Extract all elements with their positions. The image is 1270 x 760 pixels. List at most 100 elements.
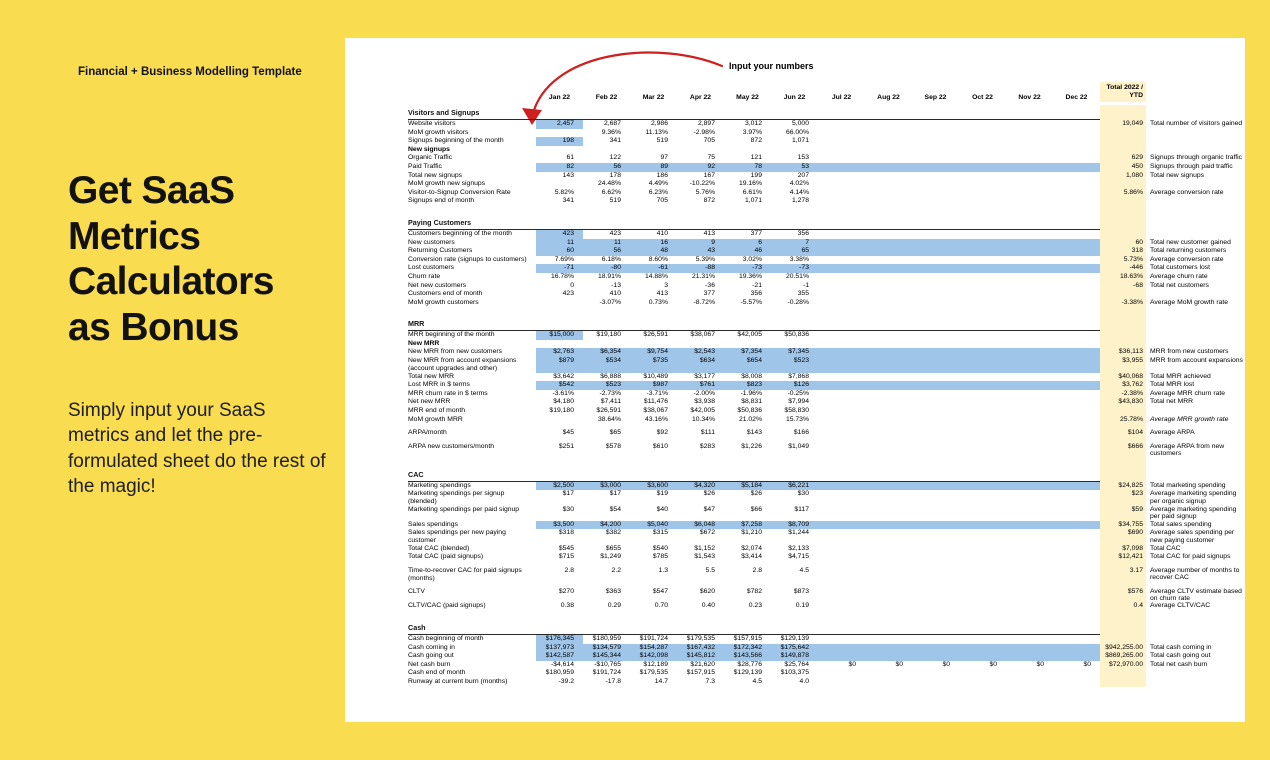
input-cell[interactable]: 65 <box>771 247 818 256</box>
input-cell[interactable]: 11 <box>536 238 583 248</box>
input-cell[interactable] <box>912 481 959 491</box>
input-cell[interactable]: $175,642 <box>771 643 818 653</box>
input-cell[interactable] <box>959 520 1006 530</box>
input-cell[interactable]: $2,500 <box>536 481 583 491</box>
input-cell[interactable] <box>1006 238 1053 248</box>
input-cell[interactable] <box>1053 348 1100 358</box>
input-cell[interactable] <box>959 643 1006 653</box>
input-cell[interactable]: 89 <box>630 162 677 172</box>
input-cell[interactable]: $761 <box>677 381 724 390</box>
input-cell[interactable]: 43 <box>677 247 724 256</box>
input-cell[interactable]: $879 <box>536 357 583 373</box>
input-cell[interactable]: 53 <box>771 162 818 172</box>
input-cell[interactable] <box>818 264 865 273</box>
input-cell[interactable]: $7,258 <box>724 520 771 530</box>
input-cell[interactable]: $149,878 <box>771 652 818 661</box>
input-cell[interactable]: $6,221 <box>771 481 818 491</box>
input-cell[interactable]: $7,354 <box>724 348 771 358</box>
input-cell[interactable] <box>865 238 912 248</box>
input-cell[interactable]: $8,709 <box>771 520 818 530</box>
input-cell[interactable]: $987 <box>630 381 677 390</box>
input-cell[interactable]: $145,344 <box>583 652 630 661</box>
input-cell[interactable] <box>1006 643 1053 653</box>
input-cell[interactable]: $3,500 <box>536 520 583 530</box>
input-cell[interactable] <box>818 381 865 390</box>
input-cell[interactable]: $176,345 <box>536 635 583 644</box>
input-cell[interactable]: $2,543 <box>677 348 724 358</box>
input-cell[interactable]: $142,587 <box>536 652 583 661</box>
input-cell[interactable] <box>912 357 959 373</box>
input-cell[interactable] <box>865 348 912 358</box>
input-cell[interactable]: -71 <box>536 264 583 273</box>
input-cell[interactable]: 92 <box>677 162 724 172</box>
input-cell[interactable]: $735 <box>630 357 677 373</box>
input-cell[interactable] <box>912 381 959 390</box>
input-cell[interactable]: $823 <box>724 381 771 390</box>
input-cell[interactable] <box>818 348 865 358</box>
input-cell[interactable]: 11 <box>583 238 630 248</box>
input-cell[interactable] <box>1053 481 1100 491</box>
input-cell[interactable]: $4,200 <box>583 520 630 530</box>
input-cell[interactable]: $6,048 <box>677 520 724 530</box>
input-cell[interactable] <box>1006 520 1053 530</box>
input-cell[interactable]: -88 <box>677 264 724 273</box>
input-cell[interactable] <box>865 381 912 390</box>
input-cell[interactable] <box>818 643 865 653</box>
input-cell[interactable] <box>959 357 1006 373</box>
input-cell[interactable]: $2,763 <box>536 348 583 358</box>
input-cell[interactable]: 16 <box>630 238 677 248</box>
input-cell[interactable] <box>959 162 1006 172</box>
input-cell[interactable]: $167,432 <box>677 643 724 653</box>
input-cell[interactable]: 60 <box>536 247 583 256</box>
input-cell[interactable]: $3,000 <box>583 481 630 491</box>
input-cell[interactable] <box>818 357 865 373</box>
input-cell[interactable] <box>1006 381 1053 390</box>
input-cell[interactable]: 82 <box>536 162 583 172</box>
input-cell[interactable] <box>959 247 1006 256</box>
input-cell[interactable] <box>1053 520 1100 530</box>
input-cell[interactable] <box>865 652 912 661</box>
input-cell[interactable]: $137,973 <box>536 643 583 653</box>
input-cell[interactable] <box>818 481 865 491</box>
input-cell[interactable] <box>1006 162 1053 172</box>
input-cell[interactable] <box>818 652 865 661</box>
input-cell[interactable]: $4,320 <box>677 481 724 491</box>
input-cell[interactable] <box>912 264 959 273</box>
input-cell[interactable]: 46 <box>724 247 771 256</box>
input-cell[interactable] <box>1053 381 1100 390</box>
input-cell[interactable] <box>1006 348 1053 358</box>
input-cell[interactable]: $134,579 <box>583 643 630 653</box>
input-cell[interactable] <box>912 652 959 661</box>
input-cell[interactable] <box>912 247 959 256</box>
input-cell[interactable]: $6,354 <box>583 348 630 358</box>
input-cell[interactable]: $126 <box>771 381 818 390</box>
input-cell[interactable]: $9,754 <box>630 348 677 358</box>
input-cell[interactable] <box>912 643 959 653</box>
input-cell[interactable] <box>865 247 912 256</box>
input-cell[interactable]: $523 <box>771 357 818 373</box>
input-cell[interactable]: -73 <box>724 264 771 273</box>
input-cell[interactable] <box>959 481 1006 491</box>
input-cell[interactable] <box>865 264 912 273</box>
input-cell[interactable]: -73 <box>771 264 818 273</box>
input-cell[interactable]: 48 <box>630 247 677 256</box>
input-cell[interactable] <box>1053 238 1100 248</box>
input-cell[interactable]: $143,566 <box>724 652 771 661</box>
input-cell[interactable]: 56 <box>583 162 630 172</box>
input-cell[interactable] <box>1006 481 1053 491</box>
input-cell[interactable] <box>912 520 959 530</box>
input-cell[interactable]: $3,600 <box>630 481 677 491</box>
input-cell[interactable]: $142,098 <box>630 652 677 661</box>
input-cell[interactable] <box>959 348 1006 358</box>
input-cell[interactable]: 9 <box>677 238 724 248</box>
input-cell[interactable] <box>912 162 959 172</box>
input-cell[interactable]: $5,040 <box>630 520 677 530</box>
input-cell[interactable] <box>959 652 1006 661</box>
input-cell[interactable] <box>818 162 865 172</box>
input-cell[interactable] <box>865 357 912 373</box>
input-cell[interactable] <box>1053 643 1100 653</box>
input-cell[interactable] <box>1053 264 1100 273</box>
input-cell[interactable] <box>959 264 1006 273</box>
input-cell[interactable]: 6 <box>724 238 771 248</box>
input-cell[interactable]: $7,345 <box>771 348 818 358</box>
